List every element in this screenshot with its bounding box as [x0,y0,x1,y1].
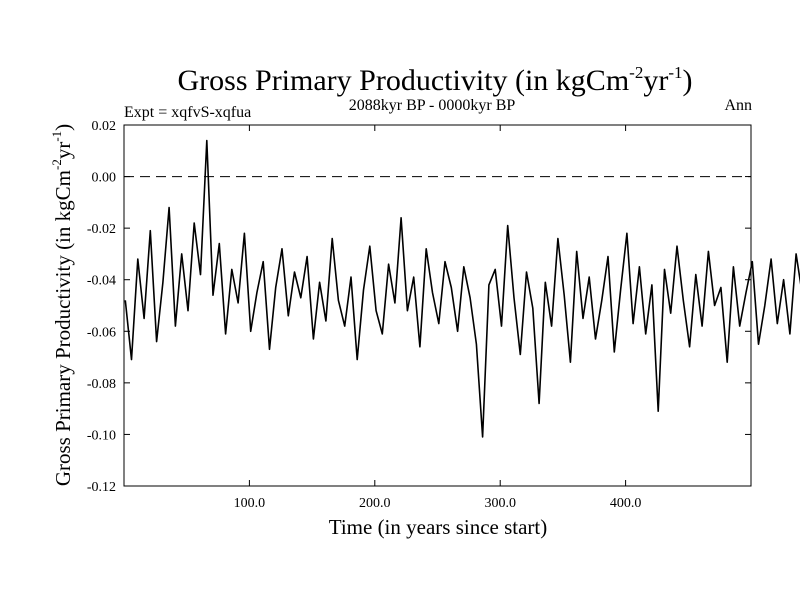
y-tick-label: -0.08 [87,377,116,392]
x-tick-label: 200.0 [359,496,391,511]
y-axis-label: Gross Primary Productivity (in kgCm-2yr-… [49,124,75,486]
x-tick-label: 300.0 [484,496,516,511]
series-line [124,139,800,438]
y-tick-label: -0.06 [87,325,116,340]
y-tick-label: 0.00 [92,171,117,186]
season-label: Ann [724,97,752,114]
y-tick-label: 0.02 [92,119,117,134]
x-tick-label: 100.0 [234,496,266,511]
y-axis: 0.02 0.00 -0.02 -0.04 -0.06 -0.08 -0.10 -0.12 [87,119,751,495]
plot-frame [123,124,752,487]
x-axis: 100.0 200.0 300.0 400.0 [234,125,642,511]
y-tick-label: -0.02 [87,222,116,237]
y-tick-label: -0.12 [87,480,116,495]
x-tick-label: 400.0 [610,496,642,511]
x-axis-label: Time (in years since start) [329,515,548,539]
period-label: 2088kyr BP - 0000kyr BP [349,97,516,114]
y-tick-label: -0.10 [87,428,116,443]
y-tick-label: -0.04 [87,274,116,289]
experiment-label: Expt = xqfvS-xqfua [124,104,251,121]
chart-title: Gross Primary Productivity (in kgCm-2yr-… [178,63,693,97]
